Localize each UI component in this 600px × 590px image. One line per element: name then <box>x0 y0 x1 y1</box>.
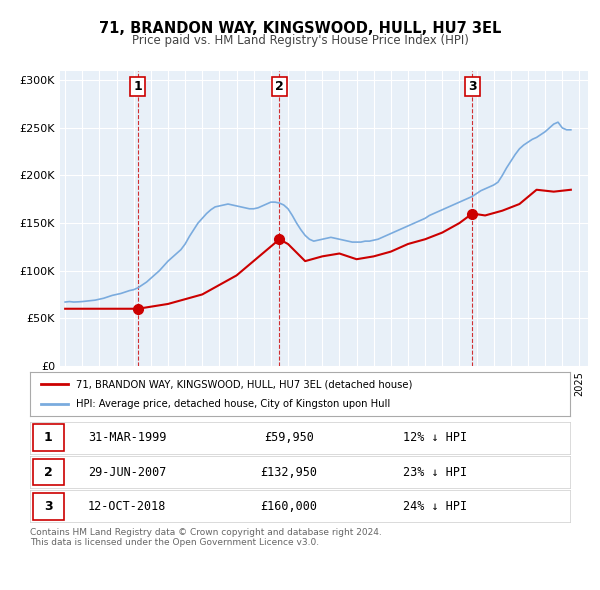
Text: 24% ↓ HPI: 24% ↓ HPI <box>403 500 467 513</box>
Text: £132,950: £132,950 <box>260 466 318 478</box>
Text: 1: 1 <box>44 431 53 444</box>
Text: 29-JUN-2007: 29-JUN-2007 <box>88 466 166 478</box>
FancyBboxPatch shape <box>33 458 64 486</box>
Text: £59,950: £59,950 <box>264 431 314 444</box>
Text: 71, BRANDON WAY, KINGSWOOD, HULL, HU7 3EL (detached house): 71, BRANDON WAY, KINGSWOOD, HULL, HU7 3E… <box>76 379 412 389</box>
Text: 31-MAR-1999: 31-MAR-1999 <box>88 431 166 444</box>
Text: 71, BRANDON WAY, KINGSWOOD, HULL, HU7 3EL: 71, BRANDON WAY, KINGSWOOD, HULL, HU7 3E… <box>99 21 501 35</box>
FancyBboxPatch shape <box>33 424 64 451</box>
Text: 1: 1 <box>134 80 142 93</box>
Text: 12% ↓ HPI: 12% ↓ HPI <box>403 431 467 444</box>
Text: 23% ↓ HPI: 23% ↓ HPI <box>403 466 467 478</box>
Text: Price paid vs. HM Land Registry's House Price Index (HPI): Price paid vs. HM Land Registry's House … <box>131 34 469 47</box>
Text: HPI: Average price, detached house, City of Kingston upon Hull: HPI: Average price, detached house, City… <box>76 399 390 408</box>
Text: Contains HM Land Registry data © Crown copyright and database right 2024.
This d: Contains HM Land Registry data © Crown c… <box>30 528 382 548</box>
Text: £160,000: £160,000 <box>260 500 318 513</box>
Text: 2: 2 <box>44 466 53 478</box>
Text: 3: 3 <box>468 80 476 93</box>
Text: 12-OCT-2018: 12-OCT-2018 <box>88 500 166 513</box>
Text: 3: 3 <box>44 500 53 513</box>
FancyBboxPatch shape <box>33 493 64 520</box>
Text: 2: 2 <box>275 80 284 93</box>
